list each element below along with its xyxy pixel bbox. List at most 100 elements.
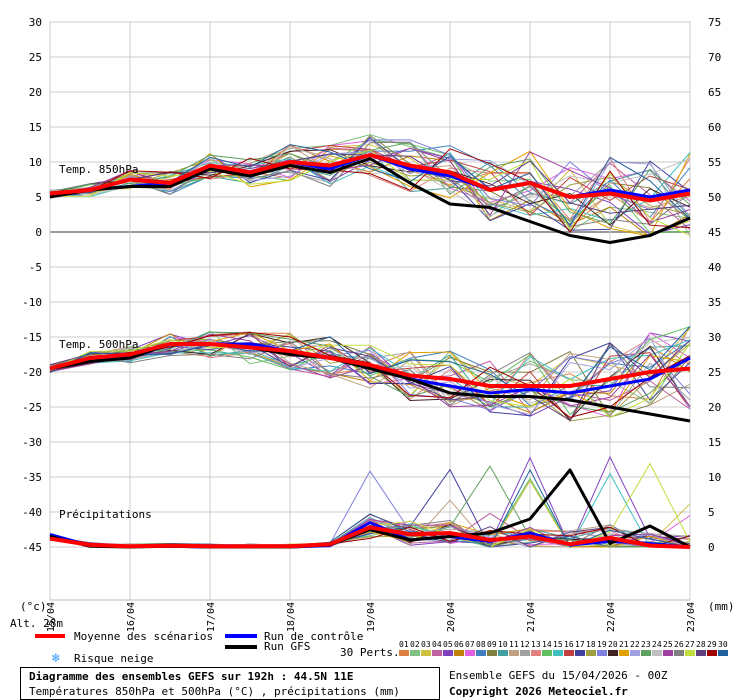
date-tick-label: 19/04 xyxy=(366,602,377,632)
series-0-t850-line xyxy=(49,153,691,203)
control-legend-label: Run de contrôle xyxy=(264,630,364,643)
pert-color-swatch xyxy=(663,650,673,656)
date-tick-label: 20/04 xyxy=(446,602,457,632)
right-tick-label: 30 xyxy=(708,331,721,344)
pert-number-label: 15 xyxy=(553,640,563,649)
pert-color-swatch xyxy=(586,650,596,656)
left-tick-label: 25 xyxy=(29,51,42,64)
pert-number-label: 24 xyxy=(652,640,662,649)
pert-number-label: 12 xyxy=(520,640,530,649)
pert-color-swatch xyxy=(454,650,464,656)
perturbation-t500-line xyxy=(49,331,691,413)
pert-color-swatch xyxy=(718,650,728,656)
right-tick-label: 0 xyxy=(708,541,715,554)
right-tick-label: 65 xyxy=(708,86,721,99)
left-tick-label: -20 xyxy=(22,366,42,379)
date-tick-label: 22/04 xyxy=(606,602,617,632)
left-tick-label: 0 xyxy=(35,226,42,239)
left-tick-label: 15 xyxy=(29,121,42,134)
pert-color-swatch xyxy=(707,650,717,656)
right-axis-unit: (mm) xyxy=(708,600,735,613)
pert-number-label: 02 xyxy=(410,640,420,649)
perturbation-t500-line xyxy=(49,326,691,400)
mean-legend-swatch xyxy=(35,634,65,638)
date-tick-label: 16/04 xyxy=(126,602,137,632)
series-0-precip-line xyxy=(49,525,691,549)
perturbation-t500-line xyxy=(49,333,691,414)
copyright: Copyright 2026 Meteociel.fr xyxy=(449,685,628,698)
left-tick-label: -25 xyxy=(22,401,42,414)
left-tick-label: -45 xyxy=(22,541,42,554)
perturbation-t500-line xyxy=(49,339,691,406)
pert-number-label: 01 xyxy=(399,640,409,649)
pert-color-swatch xyxy=(619,650,629,656)
pert-color-swatch xyxy=(410,650,420,656)
pert-color-swatch xyxy=(531,650,541,656)
pert-number-label: 10 xyxy=(498,640,508,649)
pert-number-label: 25 xyxy=(663,640,673,649)
left-tick-label: 5 xyxy=(35,191,42,204)
perturbation-t850-line xyxy=(49,144,691,217)
pert-number-label: 22 xyxy=(630,640,640,649)
series-2-t850-line xyxy=(49,157,691,244)
pert-number-label: 28 xyxy=(696,640,706,649)
pert-color-swatch xyxy=(487,650,497,656)
left-tick-label: -5 xyxy=(29,261,42,274)
pert-color-swatch xyxy=(575,650,585,656)
left-tick-label: -40 xyxy=(22,506,42,519)
perturbation-t850-line xyxy=(49,152,691,215)
right-tick-label: 25 xyxy=(708,366,721,379)
precip-panel-label: Précipitations xyxy=(59,508,152,521)
pert-number-label: 04 xyxy=(432,640,442,649)
left-tick-label: 10 xyxy=(29,156,42,169)
pert-number-label: 09 xyxy=(487,640,497,649)
footer-subtitle: Températures 850hPa et 500hPa (°C) , pré… xyxy=(29,685,400,698)
pert-number-label: 08 xyxy=(476,640,486,649)
right-tick-label: 75 xyxy=(708,16,721,29)
pert-color-swatch xyxy=(597,650,607,656)
pert-color-swatch xyxy=(520,650,530,656)
right-tick-label: 20 xyxy=(708,401,721,414)
run-info: Ensemble GEFS du 15/04/2026 - 00Z xyxy=(449,669,668,682)
perturbation-t850-line xyxy=(49,148,691,234)
pert-color-swatch xyxy=(608,650,618,656)
pert-color-swatch xyxy=(421,650,431,656)
date-tick-label: 18/04 xyxy=(286,602,297,632)
pert-number-label: 29 xyxy=(707,640,717,649)
left-tick-label: -10 xyxy=(22,296,42,309)
right-tick-label: 10 xyxy=(708,471,721,484)
pert-color-swatch xyxy=(443,650,453,656)
left-axis-unit: (°c) xyxy=(20,600,47,613)
snowflake-icon: ❄ xyxy=(52,651,60,666)
left-tick-label: 20 xyxy=(29,86,42,99)
pert-number-label: 27 xyxy=(685,640,695,649)
pert-number-label: 19 xyxy=(597,640,607,649)
pert-color-swatch xyxy=(498,650,508,656)
right-tick-label: 55 xyxy=(708,156,721,169)
footer-title: Diagramme des ensembles GEFS sur 192h : … xyxy=(29,670,354,683)
right-tick-label: 40 xyxy=(708,261,721,274)
perturbation-t500-line xyxy=(49,342,691,417)
perturbations-label: 30 Perts. xyxy=(340,646,400,659)
date-tick-label: 21/04 xyxy=(526,602,537,632)
series-0-t500-line xyxy=(49,342,691,388)
date-tick-label: 17/04 xyxy=(206,602,217,632)
footer-title-box: Diagramme des ensembles GEFS sur 192h : … xyxy=(20,667,440,700)
pert-number-label: 17 xyxy=(575,640,585,649)
pert-number-label: 05 xyxy=(443,640,453,649)
right-tick-label: 50 xyxy=(708,191,721,204)
right-tick-label: 45 xyxy=(708,226,721,239)
pert-number-label: 20 xyxy=(608,640,618,649)
right-tick-label: 70 xyxy=(708,51,721,64)
right-tick-label: 15 xyxy=(708,436,721,449)
pert-number-label: 11 xyxy=(509,640,519,649)
pert-color-swatch xyxy=(465,650,475,656)
pert-color-swatch xyxy=(630,650,640,656)
right-tick-label: 60 xyxy=(708,121,721,134)
pert-color-swatch xyxy=(564,650,574,656)
altitude-label: Alt. 28m xyxy=(10,617,63,630)
control-legend-swatch xyxy=(225,634,257,638)
gfs-legend-swatch xyxy=(225,645,257,649)
pert-color-swatch xyxy=(399,650,409,656)
